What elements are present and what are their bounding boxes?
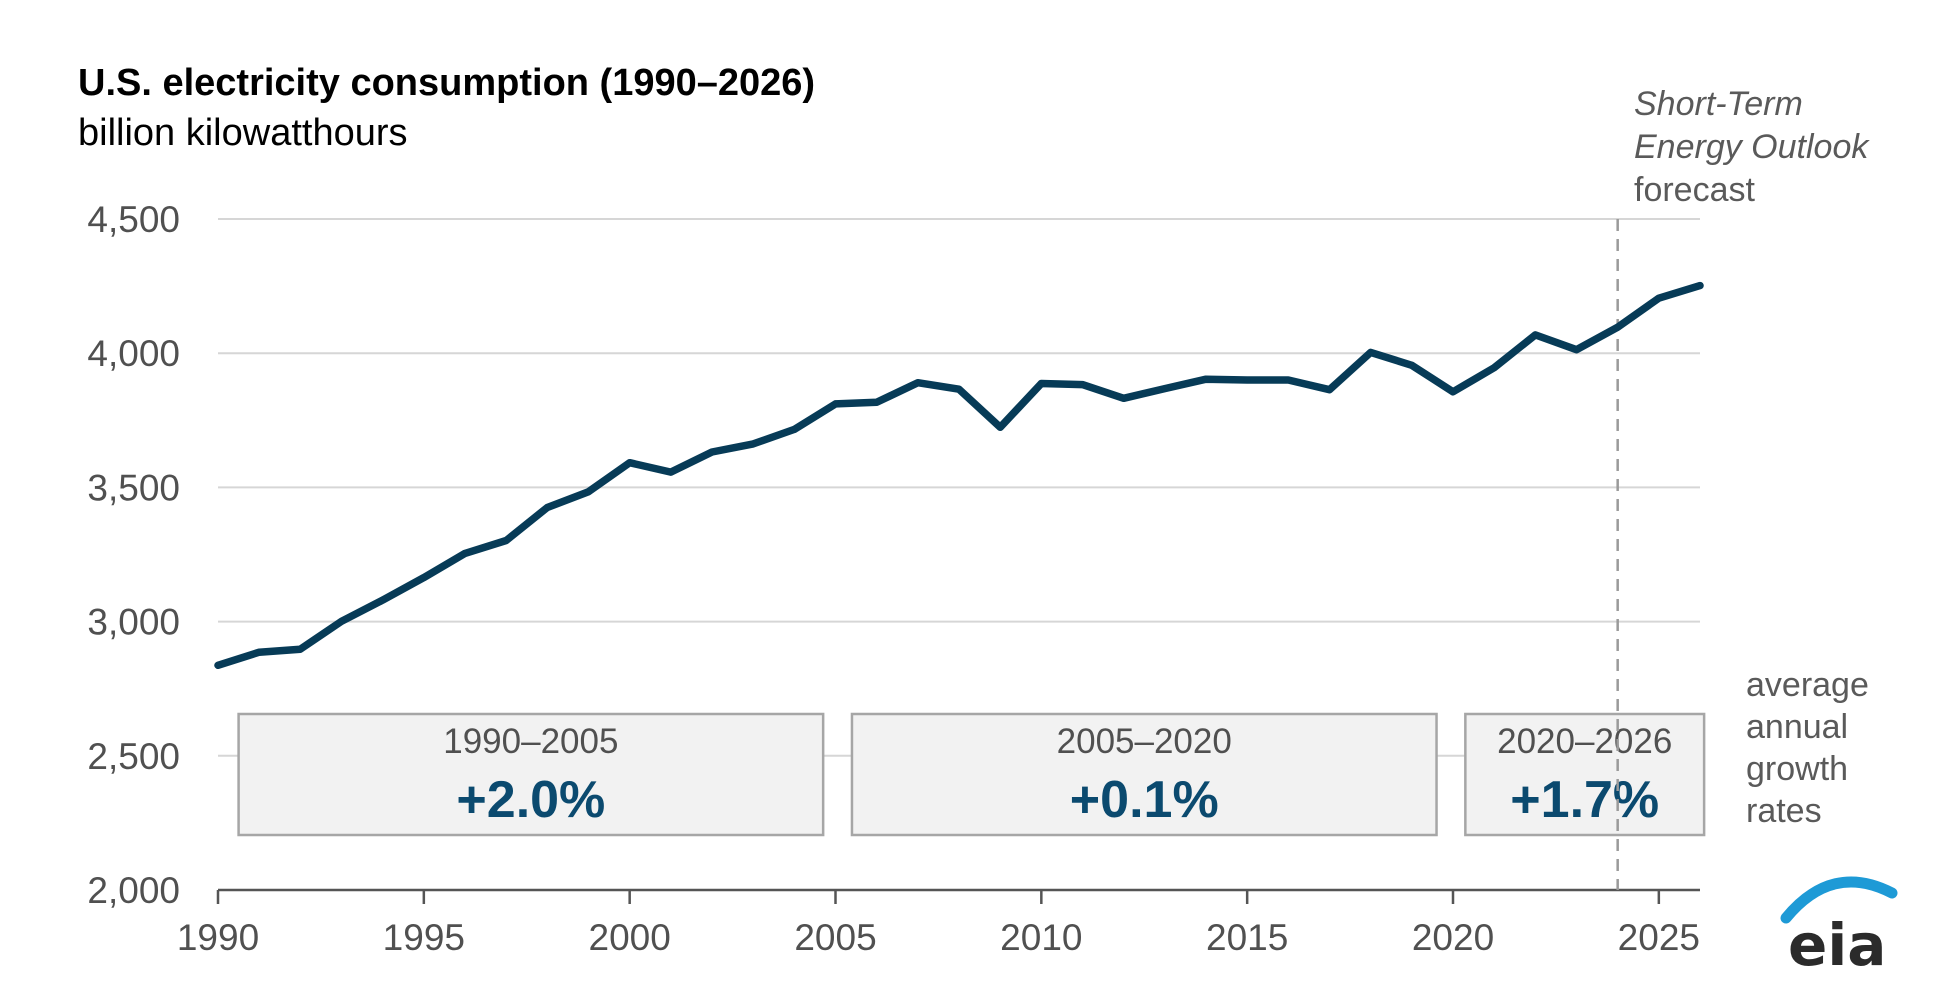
growth-box-frame xyxy=(850,712,1438,837)
growth-box-1: 1990–2005 +2.0% xyxy=(237,712,825,837)
growth-box-frame xyxy=(237,712,825,837)
growth-note-line1: average xyxy=(1746,666,1869,704)
data-point-1999 xyxy=(585,488,592,496)
data-point-2026 xyxy=(1696,282,1704,290)
data-point-1995 xyxy=(420,574,428,582)
growth-box-rate: +1.7% xyxy=(1510,771,1659,829)
series-line-electricity-consumption xyxy=(214,281,1704,670)
annotations: Short-Term Energy Outlook forecast avera… xyxy=(1634,85,1870,830)
growth-box-2: 2005–2020 +0.1% xyxy=(850,712,1438,837)
data-point-2022 xyxy=(1531,331,1539,339)
x-tick-label-2000: 2000 xyxy=(589,917,671,958)
eia-logo: eia xyxy=(1780,876,1898,979)
growth-box-rate: +2.0% xyxy=(456,771,605,829)
growth-note-line3: growth xyxy=(1746,750,1848,788)
data-point-1992 xyxy=(296,645,304,653)
chart-subtitle: billion kilowatthours xyxy=(78,112,408,154)
data-point-1993 xyxy=(338,617,345,625)
data-point-2010 xyxy=(1037,380,1045,387)
y-tick-label-3500: 3,500 xyxy=(87,467,180,508)
data-point-2000 xyxy=(626,459,634,467)
data-point-2004 xyxy=(790,425,798,433)
growth-box-frame xyxy=(1464,712,1706,837)
growth-box-3: 2020–2026 +1.7% xyxy=(1464,712,1706,837)
x-tick-label-1995: 1995 xyxy=(383,917,465,958)
growth-note-line4: rates xyxy=(1746,792,1822,830)
data-point-1991 xyxy=(255,648,263,656)
x-tick-label-2005: 2005 xyxy=(794,917,876,958)
data-point-2020 xyxy=(1449,388,1457,396)
data-point-1997 xyxy=(502,537,510,544)
x-tick-label-2015: 2015 xyxy=(1206,917,1288,958)
data-point-2015 xyxy=(1243,376,1251,384)
x-tick-label-2025: 2025 xyxy=(1618,917,1700,958)
x-tick-label-1990: 1990 xyxy=(177,917,259,958)
series-layer xyxy=(214,281,1704,670)
data-point-2018 xyxy=(1367,348,1375,356)
forecast-note-line1: Short-Term xyxy=(1634,85,1803,123)
y-tick-label-4500: 4,500 xyxy=(87,199,180,240)
growth-rate-boxes: 1990–2005 +2.0% 2005–2020 +0.1% 2020–2026 +1.… xyxy=(237,712,1706,837)
data-point-2024 xyxy=(1614,323,1622,331)
data-point-1990 xyxy=(214,661,222,669)
data-point-2006 xyxy=(873,398,881,406)
data-point-1998 xyxy=(543,504,551,511)
data-point-2013 xyxy=(1161,385,1169,393)
data-point-2008 xyxy=(955,385,963,393)
data-point-2014 xyxy=(1202,375,1210,383)
growth-box-rate: +0.1% xyxy=(1070,771,1219,829)
data-point-2001 xyxy=(667,468,675,476)
data-point-2025 xyxy=(1655,294,1663,302)
data-point-2007 xyxy=(914,379,922,387)
y-tick-label-4000: 4,000 xyxy=(87,333,180,374)
growth-note-line2: annual xyxy=(1746,708,1848,746)
gridlines xyxy=(218,218,1700,757)
logo-text: eia xyxy=(1788,911,1886,979)
data-point-2021 xyxy=(1490,364,1498,372)
y-tick-label-3000: 3,000 xyxy=(87,602,180,643)
data-point-2011 xyxy=(1079,381,1086,389)
data-point-2023 xyxy=(1573,346,1580,354)
data-point-2019 xyxy=(1408,361,1416,369)
x-tick-label-2010: 2010 xyxy=(1000,917,1082,958)
data-point-2012 xyxy=(1120,394,1128,402)
chart-title: U.S. electricity consumption (1990–2026) xyxy=(78,62,816,104)
y-tick-label-2000: 2,000 xyxy=(87,870,180,911)
data-point-2017 xyxy=(1326,386,1333,394)
growth-box-period: 2020–2026 xyxy=(1497,722,1672,761)
data-point-1994 xyxy=(379,596,387,604)
data-point-2003 xyxy=(749,440,757,448)
data-point-2016 xyxy=(1284,376,1292,384)
axes: 2,000 2,500 3,000 3,500 4,000 4,500 1990 1995 20… xyxy=(87,199,1700,958)
y-tick-label-2500: 2,500 xyxy=(87,736,180,777)
x-tick-label-2020: 2020 xyxy=(1412,917,1494,958)
data-point-2002 xyxy=(708,448,716,456)
data-point-1996 xyxy=(461,549,469,557)
growth-box-period: 2005–2020 xyxy=(1057,722,1232,761)
logo-arc-icon xyxy=(1780,876,1898,924)
forecast-note-line2: Energy Outlook xyxy=(1634,128,1870,166)
data-point-2009 xyxy=(996,423,1004,431)
data-point-2005 xyxy=(832,400,839,408)
growth-box-period: 1990–2005 xyxy=(443,722,618,761)
forecast-note-line3: forecast xyxy=(1634,171,1755,209)
